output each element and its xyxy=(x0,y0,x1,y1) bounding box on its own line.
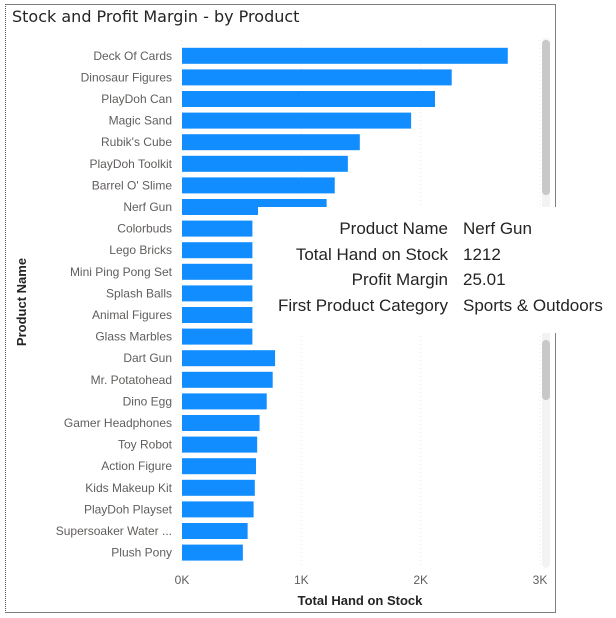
bar[interactable] xyxy=(182,350,276,367)
bar[interactable] xyxy=(182,177,335,194)
category-label: Mr. Potatohead xyxy=(91,373,172,387)
x-tick-label: 1K xyxy=(294,573,309,587)
chart-scrollbar-thumb-lower[interactable] xyxy=(542,340,550,400)
bar[interactable] xyxy=(182,47,508,64)
tooltip: Product Name Nerf Gun Total Hand on Stoc… xyxy=(258,207,616,333)
category-label: Barrel O' Slime xyxy=(92,178,173,192)
bar[interactable] xyxy=(182,285,253,302)
bar[interactable] xyxy=(182,393,267,410)
bar[interactable] xyxy=(182,371,273,388)
category-label: Nerf Gun xyxy=(123,200,172,214)
x-tick-label: 0K xyxy=(175,573,190,587)
x-tick-label: 3K xyxy=(533,573,548,587)
tooltip-row: First Product Category Sports & Outdoors xyxy=(258,296,616,320)
tooltip-value: 1212 xyxy=(463,245,501,264)
bar[interactable] xyxy=(182,415,260,431)
y-axis-title: Product Name xyxy=(14,258,29,346)
tooltip-row: Profit Margin 25.01 xyxy=(258,270,616,294)
bar[interactable] xyxy=(182,544,243,561)
category-label: Glass Marbles xyxy=(95,330,172,344)
category-label: Dinosaur Figures xyxy=(81,70,172,84)
tooltip-label: Total Hand on Stock xyxy=(295,245,448,264)
bar[interactable] xyxy=(182,69,452,86)
bar[interactable] xyxy=(182,307,253,323)
tooltip-row: Total Hand on Stock 1212 xyxy=(258,245,616,269)
category-label: Splash Balls xyxy=(106,286,172,300)
tooltip-row: Product Name Nerf Gun xyxy=(258,219,616,243)
bar[interactable] xyxy=(182,328,253,345)
bar[interactable] xyxy=(182,112,412,129)
tooltip-label: First Product Category xyxy=(277,296,448,315)
category-label: Mini Ping Pong Set xyxy=(70,265,173,279)
category-label: Action Figure xyxy=(101,459,172,473)
chart-scrollbar-thumb[interactable] xyxy=(542,40,550,195)
bar[interactable] xyxy=(182,436,258,453)
category-label: Colorbuds xyxy=(117,222,172,236)
category-label: Gamer Headphones xyxy=(64,416,172,430)
category-label: Supersoaker Water ... xyxy=(56,524,172,538)
x-tick-label: 2K xyxy=(413,573,428,587)
bar[interactable] xyxy=(182,523,248,539)
bar[interactable] xyxy=(182,220,253,237)
category-label: Magic Sand xyxy=(109,114,172,128)
category-label: Plush Pony xyxy=(111,546,172,560)
category-label: PlayDoh Toolkit xyxy=(90,157,173,171)
category-label: Kids Makeup Kit xyxy=(85,481,172,495)
bar[interactable] xyxy=(182,501,254,518)
tooltip-label: Product Name xyxy=(339,219,448,238)
category-label: Dart Gun xyxy=(123,351,172,365)
tooltip-label: Profit Margin xyxy=(351,270,448,289)
category-label: PlayDoh Can xyxy=(101,92,172,106)
category-label: PlayDoh Playset xyxy=(84,502,173,516)
category-label: Deck Of Cards xyxy=(93,49,172,63)
category-label: Dino Egg xyxy=(123,394,172,408)
bar[interactable] xyxy=(182,263,253,280)
category-label: Rubik's Cube xyxy=(101,135,172,149)
bar[interactable] xyxy=(182,155,348,172)
tooltip-value: 25.01 xyxy=(463,270,506,289)
bar[interactable] xyxy=(182,242,253,259)
category-label: Lego Bricks xyxy=(109,243,172,257)
bar[interactable] xyxy=(182,91,435,107)
category-label: Toy Robot xyxy=(118,438,173,452)
tooltip-value: Nerf Gun xyxy=(463,219,532,238)
bar[interactable] xyxy=(182,134,360,151)
chart-title: Stock and Profit Margin - by Product xyxy=(12,7,300,26)
bar[interactable] xyxy=(182,458,256,475)
category-label: Animal Figures xyxy=(92,308,172,322)
bar[interactable] xyxy=(182,479,255,496)
tooltip-value: Sports & Outdoors xyxy=(463,296,603,315)
x-axis-title: Total Hand on Stock xyxy=(298,593,423,608)
